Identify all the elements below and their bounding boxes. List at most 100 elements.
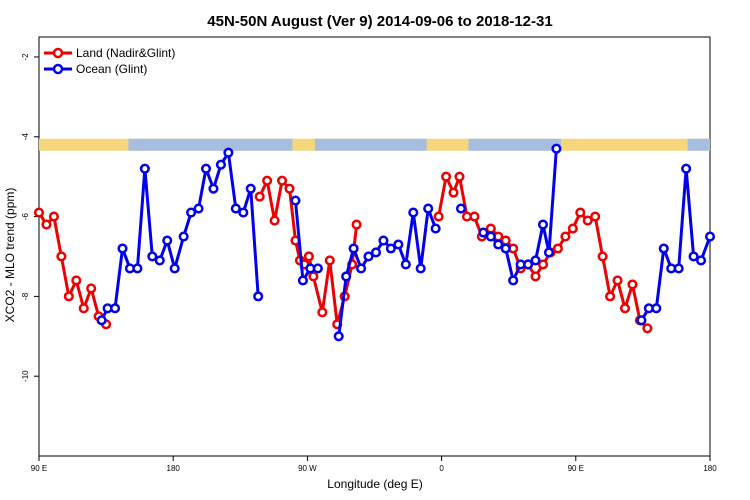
data-point (297, 275, 308, 286)
x-tick-label: 180 (167, 464, 181, 473)
data-point (178, 231, 189, 242)
band-ocean (128, 138, 293, 151)
data-point (423, 203, 434, 214)
data-point (673, 263, 684, 274)
data-point (469, 211, 480, 222)
data-point (696, 255, 707, 266)
data-point (78, 303, 89, 314)
x-tick-label: 90 W (298, 464, 317, 473)
y-tick-label: -6 (21, 212, 30, 220)
chart-title: 45N-50N August (Ver 9) 2014-09-06 to 201… (207, 13, 552, 30)
data-point (551, 143, 562, 154)
series-line (37, 211, 108, 326)
data-point (245, 183, 256, 194)
y-axis-label: XCO2 - MLO trend (ppm) (3, 188, 17, 323)
band-ocean (468, 138, 561, 151)
data-point (597, 251, 608, 262)
x-tick-label: 90 E (568, 464, 584, 473)
y-tick-label: -4 (21, 133, 30, 141)
data-point (162, 235, 173, 246)
data-point (333, 331, 344, 342)
data-point (356, 263, 367, 274)
data-point (277, 175, 288, 186)
series-1 (96, 143, 716, 342)
legend-land-label: Land (Nadir&Glint) (76, 46, 175, 60)
data-point (433, 211, 444, 222)
data-point (230, 203, 241, 214)
data-point (485, 231, 496, 242)
x-axis-label: Longitude (deg E) (327, 477, 422, 491)
data-point (348, 243, 359, 254)
y-tick-label: -10 (21, 370, 30, 382)
data-point (96, 315, 107, 326)
data-point (238, 207, 249, 218)
data-point (582, 215, 593, 226)
data-point (262, 175, 273, 186)
data-point (523, 259, 534, 270)
data-point (537, 259, 549, 270)
data-point (493, 239, 504, 250)
data-point (658, 243, 669, 254)
data-point (508, 275, 519, 286)
legend-ocean-marker (52, 63, 64, 75)
data-point (308, 271, 319, 282)
data-point (317, 307, 328, 318)
data-point (303, 251, 314, 262)
data-point (71, 275, 82, 286)
legend-land-marker (52, 47, 64, 59)
data-point (269, 215, 280, 226)
data-point (363, 251, 374, 262)
series-group (33, 143, 716, 342)
y-tick-label: -2 (21, 53, 30, 61)
data-point (627, 279, 638, 290)
data-point (253, 291, 264, 302)
data-point (324, 255, 335, 266)
data-point (290, 195, 301, 206)
band-ocean (687, 138, 710, 151)
data-point (636, 315, 647, 326)
data-point (117, 243, 128, 254)
data-point (688, 251, 699, 262)
data-point (169, 263, 180, 274)
x-tick-label: 90 E (31, 464, 47, 473)
data-point (223, 147, 234, 158)
data-point (441, 171, 452, 182)
data-point (605, 291, 616, 302)
data-point (56, 251, 67, 262)
data-point (408, 207, 419, 218)
data-point (567, 223, 578, 234)
data-point (351, 219, 362, 230)
series-line (527, 148, 558, 266)
band-ocean (314, 138, 427, 151)
data-point (415, 263, 426, 274)
data-point (500, 243, 511, 254)
data-point (193, 203, 204, 214)
data-point (132, 263, 143, 274)
data-point (147, 251, 158, 262)
data-point (63, 291, 74, 302)
data-point (312, 263, 323, 274)
data-point (575, 207, 586, 218)
data-point (378, 235, 389, 246)
data-point (254, 191, 265, 202)
data-point (215, 159, 226, 170)
data-point (186, 207, 197, 218)
y-tick-label: -8 (21, 292, 30, 300)
data-point (530, 271, 541, 282)
data-point (651, 303, 662, 314)
data-point (552, 243, 563, 254)
land-ocean-band (39, 138, 710, 151)
legend: Land (Nadir&Glint) Ocean (Glint) (40, 38, 188, 80)
data-point (430, 223, 441, 234)
series-line (100, 151, 260, 321)
data-point (530, 255, 541, 266)
data-point (619, 303, 631, 314)
data-point (612, 275, 623, 286)
data-point (400, 259, 411, 270)
data-point (48, 211, 59, 222)
data-point (537, 219, 549, 230)
data-point (200, 163, 212, 174)
data-point (370, 247, 382, 258)
x-tick-label: 180 (703, 464, 717, 473)
